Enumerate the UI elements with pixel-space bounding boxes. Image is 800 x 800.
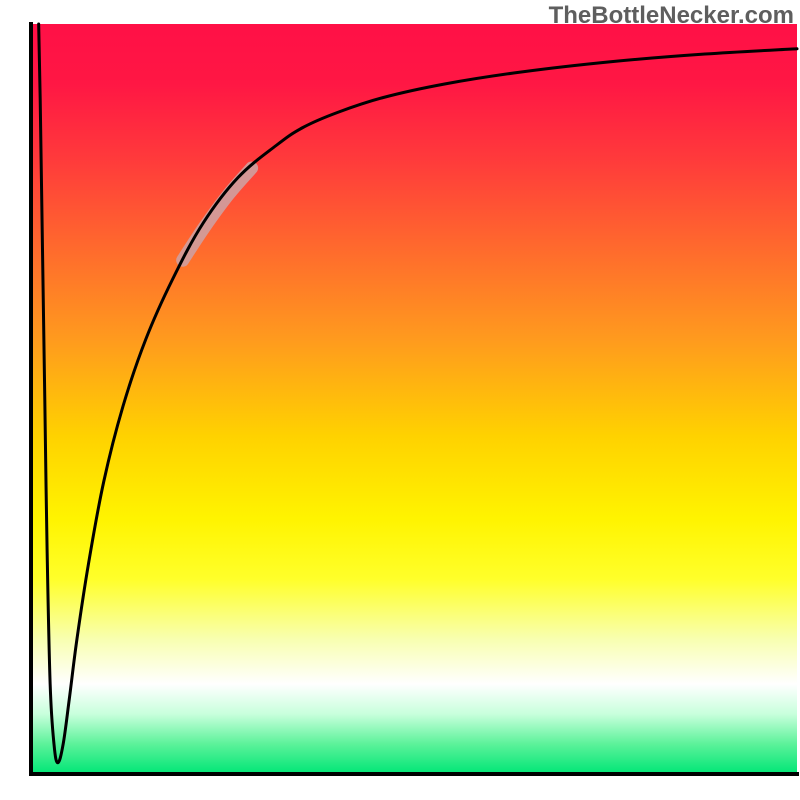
- watermark-text: TheBottleNecker.com: [549, 2, 794, 30]
- chart-container: TheBottleNecker.com: [0, 0, 800, 800]
- plot-background: [31, 24, 797, 774]
- bottleneck-chart: [0, 0, 800, 800]
